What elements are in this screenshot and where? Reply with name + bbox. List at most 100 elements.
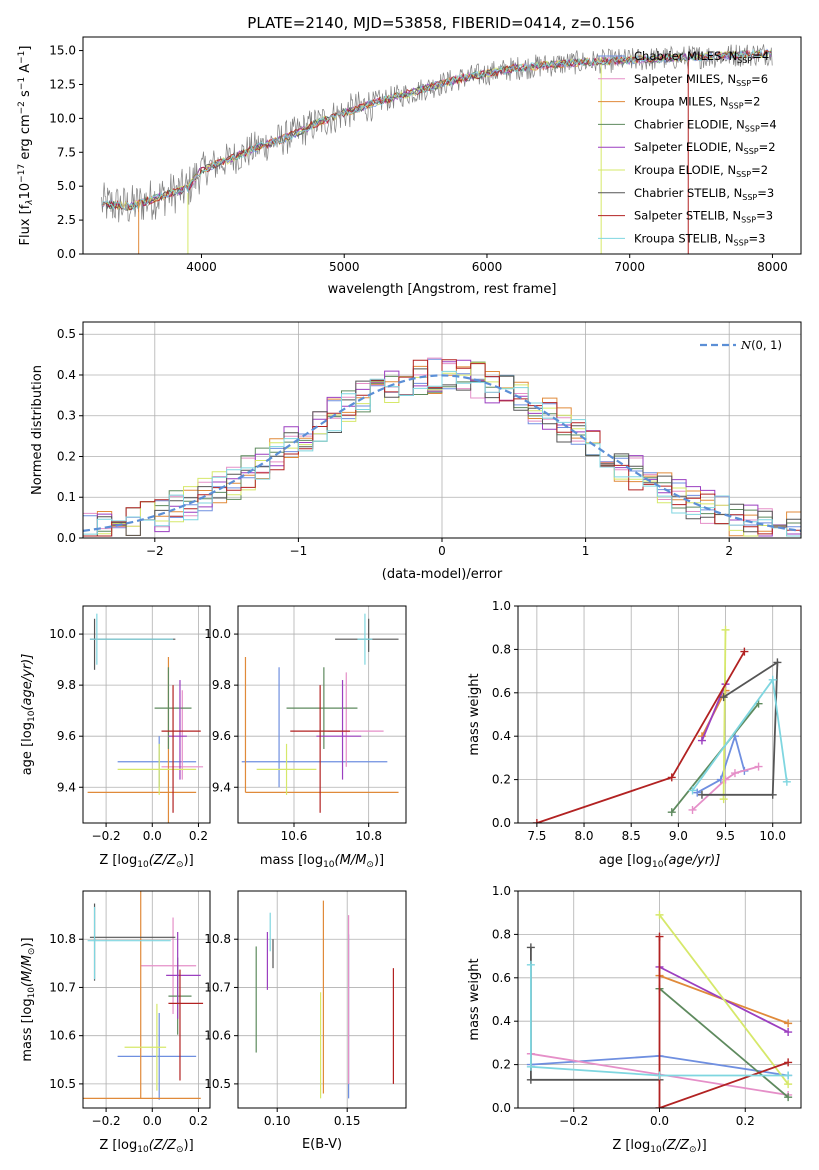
- x-tick-label: 0: [438, 544, 446, 558]
- x-tick-label: 0.0: [650, 1114, 669, 1128]
- data-point: [697, 736, 706, 745]
- label-part: −17: [17, 164, 27, 183]
- data-point: [655, 1104, 664, 1108]
- legend-entry: Salpeter MILES, NSSP=6: [634, 72, 768, 88]
- series-salpeter-miles: [688, 762, 763, 814]
- x-tick-label: 0.0: [143, 829, 162, 843]
- y-tick-label: 9.6: [212, 729, 231, 743]
- label-part: ⊙: [689, 1145, 697, 1155]
- panel-weight-age: 7.5 8.0 8.5 9.0 9.5 10.0 0.0 0.2 0.4 0.6 0.8 1.0 age…: [467, 599, 802, 870]
- plot-area: [241, 613, 399, 813]
- data-point: [688, 786, 697, 795]
- x-axis-label: mass [log10(M/M⊙)]: [260, 853, 384, 870]
- y-tick-label: 0.6: [492, 686, 511, 700]
- y-tick-label: 0.4: [57, 368, 76, 382]
- x-tick-label: 8.0: [574, 829, 593, 843]
- x-tick-label: 2: [725, 544, 733, 558]
- errorbar-kroupa-stelib: [89, 613, 174, 665]
- panel-age-Z: −0.2 0.0 0.29.49.69.810.0Z [log10(Z/Z⊙)]ag…: [20, 605, 211, 870]
- label-part: Kroupa ELODIE, N: [634, 163, 736, 177]
- y-tick-label: 0.0: [57, 247, 76, 261]
- x-tick-label: 0.10: [264, 1114, 291, 1128]
- label-part: s: [18, 90, 33, 101]
- label-part: λ: [25, 199, 35, 205]
- y-tick-label: 0.4: [492, 1014, 511, 1028]
- data-point: [784, 1093, 793, 1102]
- panel-mass-EBV: 0.10 0.15 10.5 10.6 10.7 10.8 E(B-V): [204, 890, 407, 1152]
- y-tick-label: 0.4: [492, 729, 511, 743]
- y-tick-label: 0.6: [492, 971, 511, 985]
- x-tick-label: 8000: [757, 260, 788, 274]
- x-tick-label: 0.0: [143, 1114, 162, 1128]
- plot-area: [87, 613, 204, 823]
- y-tick-label: 0.3: [57, 409, 76, 423]
- series-line: [701, 683, 727, 741]
- data-point: [719, 693, 728, 702]
- y-tick-label: 0.8: [492, 927, 511, 941]
- y-axis-label: mass weight: [467, 673, 482, 755]
- y-tick-label: 0.1: [57, 490, 76, 504]
- y-axis-label: Flux [fλ10−17 erg cm−2 s−1 A−1]: [17, 46, 35, 246]
- label-part: SSP: [741, 216, 756, 225]
- label-part: (M/M: [335, 853, 367, 868]
- x-tick-label: 6000: [472, 260, 503, 274]
- panel-weight-Z: −0.2 0.0 0.2 0.0 0.2 0.4 0.6 0.8 1.0 Z [log10(Z/Z…: [467, 884, 802, 1155]
- label-part: ⊙: [366, 860, 374, 870]
- label-part: Kroupa STELIB, N: [634, 231, 734, 245]
- y-tick-label: 10.5: [49, 1077, 76, 1091]
- data-point: [721, 775, 730, 784]
- series-chabrier-miles: [693, 732, 749, 797]
- errorbar-kroupa-stelib: [87, 906, 171, 980]
- series-line: [658, 987, 789, 1098]
- legend-entry: Kroupa ELODIE, NSSP=2: [634, 163, 768, 179]
- label-part: Z [log: [99, 1138, 137, 1153]
- errorbar-salpeter-elodie: [168, 680, 187, 780]
- x-tick-label: 9.0: [669, 829, 688, 843]
- data-point: [526, 960, 535, 969]
- y-axis-label: mass [log10(M/M⊙)]: [20, 937, 37, 1061]
- panel-spectrum: 4000 5000 6000 7000 8000 0.0 2.5 5.0 7.5 10.0 12.5…: [17, 36, 802, 297]
- label-part: )]: [184, 853, 194, 868]
- data-point: [768, 790, 777, 799]
- data-point: [784, 1028, 793, 1037]
- label-part: SSP: [745, 124, 760, 133]
- axes-frame: [237, 890, 407, 1109]
- errorbar-chabrier-stelib: [89, 618, 176, 670]
- y-tick-label: 9.6: [57, 729, 76, 743]
- legend-entry: N(0, 1): [740, 338, 782, 352]
- label-part: (0, 1): [751, 338, 782, 352]
- label-part: erg cm: [18, 114, 33, 163]
- y-tick-label: 9.8: [57, 678, 76, 692]
- axes-frame: [82, 605, 211, 824]
- data-point: [719, 795, 728, 804]
- label-part: (Z/Z: [662, 1138, 690, 1153]
- y-tick-label: 9.4: [212, 780, 231, 794]
- label-part: =4: [760, 117, 777, 131]
- x-axis-label: (data-model)/error: [382, 567, 503, 582]
- model-spectrum-salpeter-stelib: [101, 49, 772, 211]
- data-point: [754, 762, 763, 771]
- label-part: Z [log: [612, 1138, 650, 1153]
- y-tick-label: 10.6: [204, 1029, 231, 1043]
- x-axis-label: E(B-V): [302, 1137, 342, 1152]
- errorbar-salpeter-miles: [140, 917, 197, 1014]
- label-part: mass [log: [20, 998, 35, 1061]
- y-tick-label: 0.0: [57, 531, 76, 545]
- errorbar-chabrier-elodie: [286, 667, 358, 749]
- label-part: age [log: [20, 722, 35, 775]
- errorbar-salpeter-elodie: [316, 680, 362, 780]
- label-part: =2: [744, 95, 761, 109]
- label-part: )]: [697, 1138, 707, 1153]
- x-axis-label: Z [log10(Z/Z⊙)]: [612, 1138, 706, 1155]
- label-part: Flux [f: [18, 204, 33, 245]
- y-tick-label: 10.7: [49, 980, 76, 994]
- label-part: ⊙: [176, 1145, 184, 1155]
- data-point: [667, 808, 676, 817]
- panel-residuals: −2 −1 0 1 2 0.0 0.1 0.2 0.3 0.4 0.5 (data-model)/er…: [30, 321, 802, 582]
- label-part: Z [log: [99, 853, 137, 868]
- label-part: SSP: [737, 56, 752, 65]
- data-point: [784, 1071, 793, 1080]
- label-part: SSP: [734, 238, 749, 247]
- x-tick-label: −0.2: [559, 1114, 588, 1128]
- y-tick-label: 7.5: [57, 145, 76, 159]
